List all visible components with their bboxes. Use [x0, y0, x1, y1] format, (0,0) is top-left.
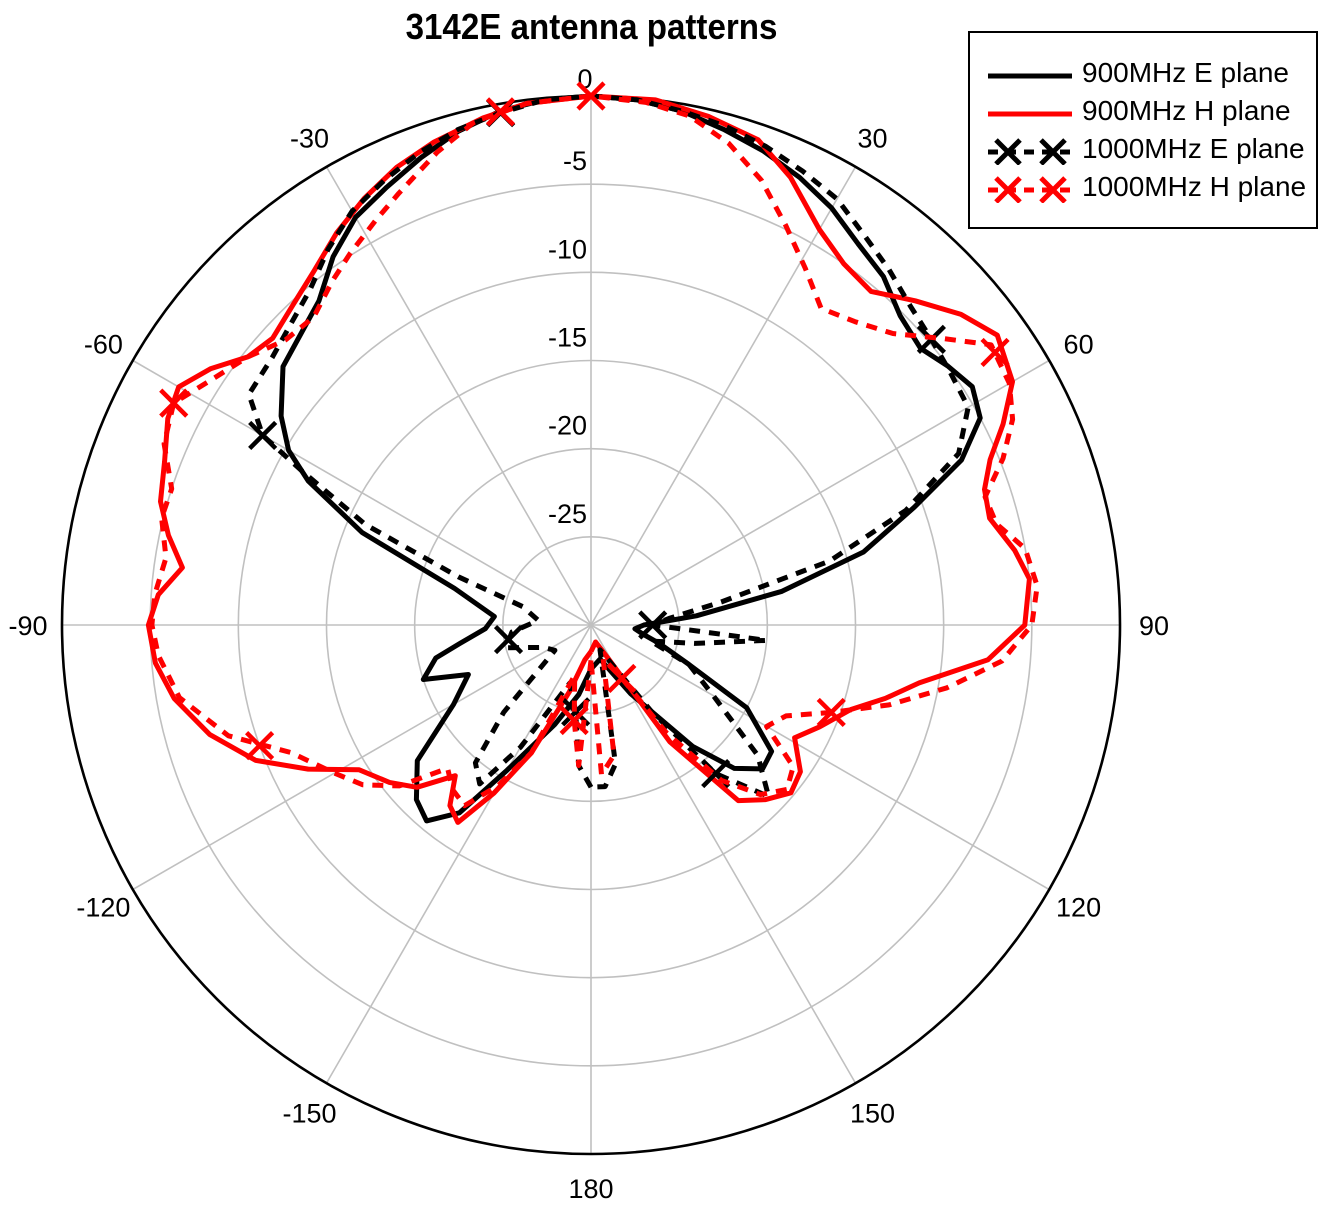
radial-tick-label: -15: [548, 323, 587, 353]
dashed-red-x-marker-icon: [988, 176, 1072, 203]
grid-spoke: [325, 166, 592, 626]
x-marker-icon: [248, 420, 278, 451]
x-marker-icon: [816, 697, 846, 728]
radial-tick-label: -5: [563, 146, 587, 176]
x-marker-icon: [607, 663, 637, 694]
angular-tick-label: 150: [850, 1099, 895, 1129]
angular-tick-label: 30: [857, 123, 887, 153]
legend-item-900mhz-h-plane: 900MHz H plane: [970, 93, 1316, 131]
legend-item-900mhz-e-plane: 900MHz E plane: [970, 55, 1316, 93]
x-marker-icon: [980, 337, 1010, 368]
polar-grid: [60, 94, 1122, 1156]
tick-labels: 0-5-10-15-20-25306090120150180-150-120-9…: [8, 64, 1169, 1204]
grid-spoke: [590, 624, 1050, 891]
grid-spoke: [132, 624, 592, 891]
radial-tick-label: -25: [548, 499, 587, 529]
grid-spoke: [132, 359, 592, 626]
x-marker-icon: [559, 705, 589, 736]
grid-spoke: [590, 624, 857, 1084]
angular-tick-label: -150: [282, 1099, 336, 1129]
solid-red-line-icon: [988, 111, 1072, 117]
x-marker-icon: [638, 610, 668, 640]
x-marker-icon: [159, 388, 189, 418]
data-series: [145, 81, 1040, 825]
series-1000mhz-h-plane: [149, 93, 1040, 809]
grid-spoke: [590, 166, 857, 626]
x-marker-icon: [245, 731, 275, 761]
legend-label: 900MHz E plane: [1082, 57, 1290, 88]
legend-item-1000mhz-h-plane: 1000MHz H plane: [970, 169, 1316, 207]
legend-item-1000mhz-e-plane: 1000MHz E plane: [970, 131, 1316, 169]
angular-tick-label: 120: [1056, 893, 1101, 923]
dashed-black-x-marker-icon: [988, 138, 1072, 165]
angular-tick-label: 180: [568, 1174, 613, 1204]
grid-spoke: [590, 359, 1050, 626]
legend-label: 900MHz H plane: [1082, 95, 1291, 126]
legend-label: 1000MHz H plane: [1082, 171, 1307, 202]
radial-tick-label: -10: [548, 234, 587, 264]
angular-tick-label: -90: [8, 611, 47, 641]
grid-spoke: [325, 624, 592, 1084]
legend-label: 1000MHz E plane: [1082, 133, 1305, 164]
series-1000mhz-e-plane: [246, 93, 971, 799]
chart-title: 3142E antenna patterns: [405, 6, 778, 47]
angular-tick-label: -60: [84, 330, 123, 360]
x-marker-icon: [485, 97, 516, 127]
x-marker-icon: [493, 624, 524, 655]
angular-tick-label: -30: [290, 123, 329, 153]
solid-black-line-icon: [988, 73, 1072, 79]
x-marker-icon: [576, 81, 606, 111]
angular-tick-label: 60: [1064, 330, 1094, 360]
legend: 900MHz E plane 900MHz H plane 1000MHz E …: [968, 31, 1318, 229]
angular-tick-label: 90: [1139, 611, 1169, 641]
angular-tick-label: -120: [76, 893, 130, 923]
radial-tick-label: -20: [548, 411, 587, 441]
